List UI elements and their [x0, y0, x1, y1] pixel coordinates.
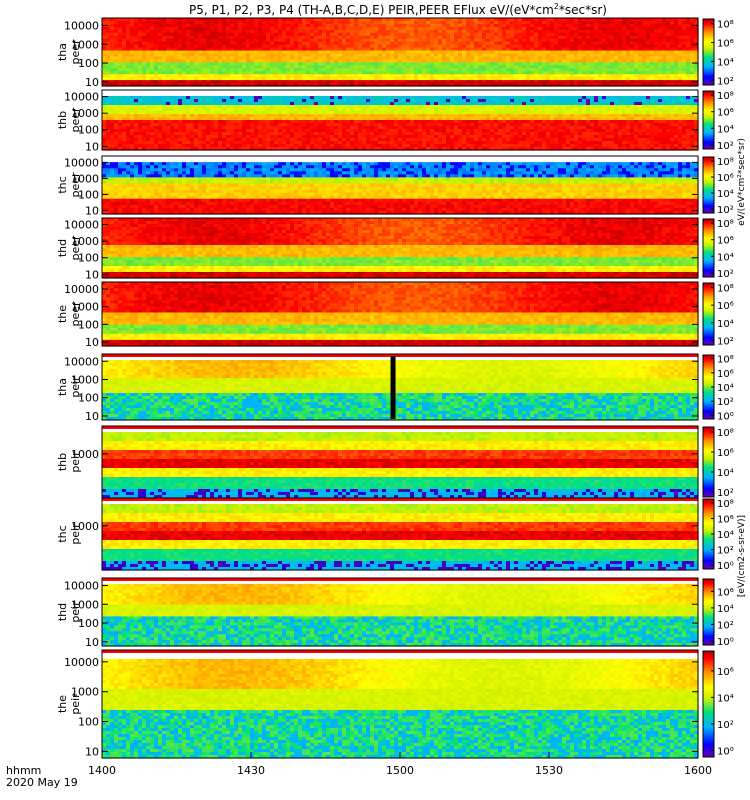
- colorbar-tick-label: 10⁶: [717, 39, 734, 50]
- colorbar-tick-label: 10⁸: [717, 20, 734, 31]
- y-tick-label: 10000: [64, 19, 99, 32]
- colorbar-tick-label: 10²: [717, 76, 734, 87]
- panel-thb-peer: 10000100010010thb peer10⁸10⁶10⁴10²: [56, 90, 734, 153]
- panel-species-label: peer: [69, 39, 82, 65]
- y-tick-label: 10: [85, 76, 99, 89]
- figure-title: P5, P1, P2, P3, P4 (TH-A,B,C,D,E) PEIR,P…: [189, 2, 607, 17]
- panel-probe-label: tha: [56, 43, 69, 61]
- colorbar-tick-label: 10⁴: [717, 57, 734, 68]
- colorbar: [703, 19, 714, 85]
